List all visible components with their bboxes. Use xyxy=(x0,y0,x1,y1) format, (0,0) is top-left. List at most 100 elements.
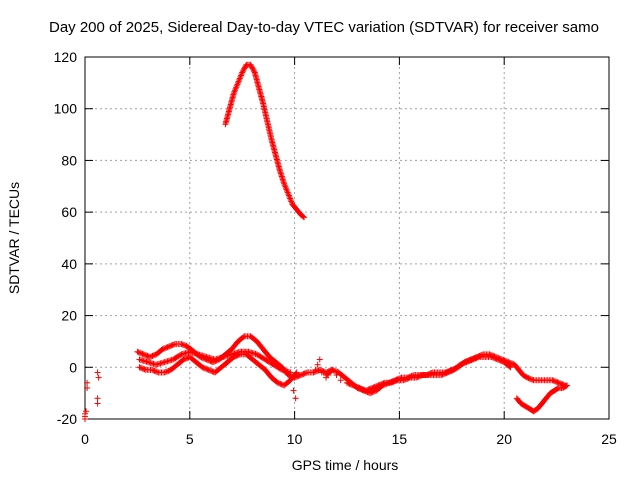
data-point-track-a xyxy=(159,346,166,353)
data-point-spikes xyxy=(316,356,323,363)
data-point-track-a xyxy=(165,343,172,350)
data-point-track-e xyxy=(414,374,421,381)
data-point-track-e xyxy=(463,359,470,366)
data-point-track-d xyxy=(529,376,536,383)
data-point-high-arc xyxy=(284,189,291,196)
data-point-track-a xyxy=(170,341,177,348)
plot-border xyxy=(84,56,610,420)
data-point-scattered xyxy=(84,379,91,386)
data-point-spikes xyxy=(333,372,340,379)
data-point-track-c xyxy=(287,369,294,376)
data-point-track-b xyxy=(137,364,144,371)
data-point-high-arc xyxy=(231,88,238,95)
data-point-track-e xyxy=(440,371,447,378)
data-point-track-a xyxy=(136,349,143,356)
data-point-track-b xyxy=(205,366,212,373)
data-point-track-d xyxy=(549,377,556,384)
data-point-high-arc xyxy=(301,214,308,221)
data-point-spikes xyxy=(292,395,299,402)
data-point-track-d xyxy=(553,378,560,385)
data-point-track-e xyxy=(467,357,474,364)
data-point-track-b xyxy=(204,366,211,373)
data-point-track-e xyxy=(418,372,425,379)
data-point-track-e xyxy=(355,384,362,391)
data-point-track-e xyxy=(376,381,383,388)
data-point-track-e xyxy=(459,360,466,367)
data-point-track-a xyxy=(179,341,186,348)
data-point-track-e xyxy=(474,354,481,361)
data-point-track-e xyxy=(366,386,373,393)
data-point-high-arc xyxy=(236,75,243,82)
data-point-track-e xyxy=(465,358,472,365)
data-point-track-e xyxy=(372,383,379,390)
data-point-high-arc xyxy=(286,193,293,200)
y-axis-label: SDTVAR / TECUs xyxy=(6,182,22,294)
data-point-track-e xyxy=(458,361,465,368)
data-point-track-e xyxy=(496,357,503,364)
data-point-high-arc xyxy=(299,213,306,220)
x-tick-label: 15 xyxy=(392,431,408,447)
data-point-track-a xyxy=(134,348,141,355)
data-point-track-e xyxy=(351,382,358,389)
data-point-track-b xyxy=(139,365,146,372)
data-point-high-arc xyxy=(233,82,240,89)
data-point-high-arc xyxy=(238,72,245,79)
data-point-track-b xyxy=(208,367,215,374)
data-point-high-arc xyxy=(239,68,246,75)
data-point-high-arc xyxy=(240,66,247,73)
data-point-track-e xyxy=(390,378,397,385)
data-point-scattered xyxy=(84,384,91,391)
data-point-track-b xyxy=(200,364,207,371)
data-point-track-e xyxy=(403,376,410,383)
x-tick-label: 5 xyxy=(186,431,194,447)
data-point-high-arc xyxy=(287,195,294,202)
x-axis-label: GPS time / hours xyxy=(292,457,399,473)
data-point-track-e xyxy=(377,381,384,388)
data-point-track-a xyxy=(169,342,176,349)
data-point-track-e xyxy=(359,386,366,393)
data-point-track-d xyxy=(554,379,561,386)
data-point-track-a xyxy=(296,372,303,379)
data-point-track-e xyxy=(379,380,386,387)
data-point-track-e xyxy=(444,369,451,376)
data-point-track-e xyxy=(438,372,445,379)
data-point-track-e xyxy=(493,356,500,363)
data-point-scattered xyxy=(95,374,102,381)
data-point-high-arc xyxy=(250,66,257,73)
data-point-track-e xyxy=(369,384,376,391)
data-point-track-e xyxy=(448,367,455,374)
data-point-track-e xyxy=(494,356,501,363)
data-point-track-e xyxy=(442,370,449,377)
data-point-track-d xyxy=(550,377,557,384)
data-point-track-e xyxy=(346,380,353,387)
y-tick-label: 20 xyxy=(61,308,77,324)
data-point-high-arc xyxy=(234,81,241,88)
data-point-track-e xyxy=(350,382,357,389)
data-point-track-b xyxy=(140,365,147,372)
data-point-track-e xyxy=(507,364,514,371)
data-point-track-e xyxy=(472,355,479,362)
data-point-track-b xyxy=(136,364,143,371)
data-point-track-b xyxy=(274,379,281,386)
data-point-track-e xyxy=(464,358,471,365)
data-point-spikes xyxy=(337,377,344,384)
data-point-scattered xyxy=(94,400,101,407)
y-tick-label: 0 xyxy=(69,359,77,375)
data-point-track-e xyxy=(492,355,499,362)
data-point-track-a xyxy=(168,342,175,349)
data-point-track-e xyxy=(375,382,382,389)
data-point-track-a xyxy=(240,334,247,341)
data-points xyxy=(82,61,571,422)
data-point-track-e xyxy=(352,383,359,390)
x-tick-label: 25 xyxy=(601,431,617,447)
data-point-high-arc xyxy=(235,78,242,85)
data-point-high-arc xyxy=(285,192,292,199)
data-point-track-e xyxy=(457,361,464,368)
data-point-track-e xyxy=(345,380,352,387)
data-point-track-e xyxy=(491,354,498,361)
data-point-track-a xyxy=(160,345,167,352)
data-point-track-b xyxy=(181,356,188,363)
data-point-high-arc xyxy=(249,65,256,72)
data-point-track-e xyxy=(469,356,476,363)
